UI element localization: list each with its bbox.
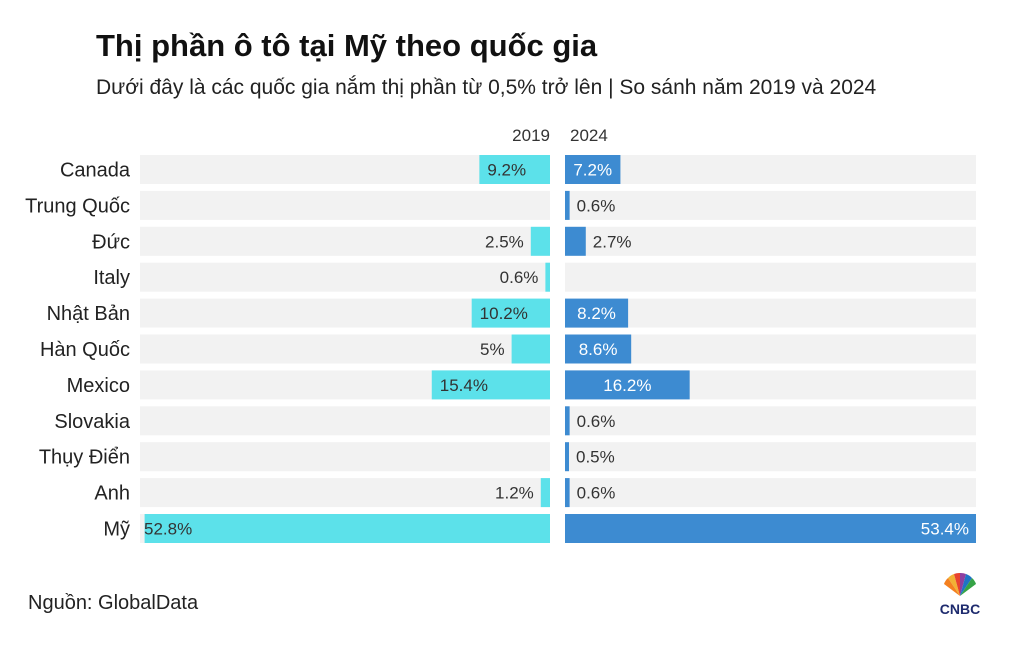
category-label: Slovakia <box>54 411 130 433</box>
value-label-2024: 16.2% <box>603 376 651 395</box>
chart-subtitle: Dưới đây là các quốc gia nắm thị phần từ… <box>96 76 877 99</box>
bar-2019 <box>144 514 550 543</box>
value-label-2019: 15.4% <box>440 376 488 395</box>
category-label: Mỹ <box>103 519 130 541</box>
track-2024 <box>565 226 976 256</box>
track-2019 <box>140 190 550 220</box>
track-2024 <box>565 155 976 184</box>
value-label-2024: 8.2% <box>577 304 616 323</box>
category-label: Trung Quốc <box>25 195 130 217</box>
bar-2024 <box>565 155 621 184</box>
chart-title: Thị phần ô tô tại Mỹ theo quốc gia <box>96 28 598 63</box>
bar-2024 <box>565 298 629 328</box>
value-label-2024: 2.7% <box>593 232 632 251</box>
value-label-2019: 52.8% <box>144 520 192 539</box>
track-2019 <box>140 406 550 436</box>
category-label: Mexico <box>67 375 130 397</box>
value-label-2019: 2.5% <box>485 232 524 251</box>
value-label-2024: 7.2% <box>573 161 612 180</box>
bar-2019 <box>431 370 550 400</box>
bar-2024 <box>565 442 569 472</box>
value-label-2019: 5% <box>480 340 505 359</box>
value-label-2024: 53.4% <box>921 520 969 539</box>
value-label-2019: 10.2% <box>480 304 528 323</box>
logo-text: CNBC <box>940 601 980 617</box>
track-2024 <box>565 442 976 472</box>
value-label-2024: 0.6% <box>577 484 616 503</box>
bar-2019 <box>545 262 550 292</box>
track-2019 <box>140 334 550 364</box>
bar-2024 <box>565 514 976 543</box>
bar-2019 <box>530 226 550 256</box>
value-label-2024: 0.5% <box>576 448 615 467</box>
bar-2019 <box>479 155 550 184</box>
bar-2024 <box>565 334 632 364</box>
bar-2024 <box>565 478 570 508</box>
track-2024 <box>565 478 976 508</box>
category-label: Anh <box>94 483 130 505</box>
track-2024 <box>565 190 976 220</box>
track-2024 <box>565 406 976 436</box>
peacock-icon <box>944 572 976 596</box>
year-header-2019: 2019 <box>512 126 550 145</box>
track-2024 <box>565 262 976 292</box>
category-label: Hàn Quốc <box>40 339 130 361</box>
value-label-2024: 8.6% <box>579 340 618 359</box>
track-2019 <box>140 442 550 472</box>
track-2024 <box>565 334 976 364</box>
value-label-2019: 1.2% <box>495 484 534 503</box>
value-label-2024: 0.6% <box>577 412 616 431</box>
bar-2019 <box>511 334 550 364</box>
value-label-2024: 0.6% <box>577 196 616 215</box>
bar-2019 <box>471 298 550 328</box>
category-label: Nhật Bản <box>47 303 130 325</box>
bar-2024 <box>565 226 586 256</box>
track-2024 <box>565 298 976 328</box>
cnbc-logo: CNBC <box>940 572 980 617</box>
bar-2024 <box>565 406 570 436</box>
source-note: Nguồn: GlobalData <box>28 592 199 614</box>
bar-2024 <box>565 370 690 400</box>
category-label: Canada <box>60 160 131 182</box>
value-label-2019: 0.6% <box>500 268 539 287</box>
category-label: Đức <box>92 231 130 253</box>
category-label: Italy <box>93 267 130 289</box>
value-label-2019: 9.2% <box>487 161 526 180</box>
category-label: Thụy Điển <box>39 447 130 469</box>
bar-2024 <box>565 190 570 220</box>
track-2019 <box>140 262 550 292</box>
track-2019 <box>140 226 550 256</box>
track-2019 <box>140 478 550 508</box>
bar-2019 <box>540 478 550 508</box>
year-header-2024: 2024 <box>570 126 608 145</box>
